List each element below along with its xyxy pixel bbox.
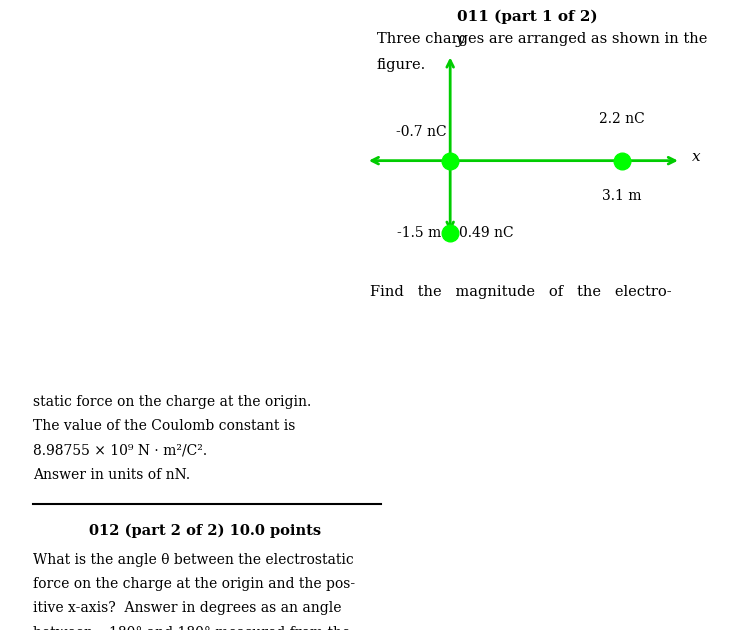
Text: 0.49 nC: 0.49 nC <box>459 226 514 240</box>
Text: 8.98755 × 10⁹ N · m²/C².: 8.98755 × 10⁹ N · m²/C². <box>33 444 207 457</box>
Text: x: x <box>692 151 701 164</box>
Text: figure.: figure. <box>377 58 426 72</box>
Text: Find   the   magnitude   of   the   electro-: Find the magnitude of the electro- <box>370 285 671 299</box>
Text: 2.2 nC: 2.2 nC <box>600 112 645 126</box>
Text: What is the angle θ between the electrostatic: What is the angle θ between the electros… <box>33 553 354 566</box>
Text: itive x-axis?  Answer in degrees as an angle: itive x-axis? Answer in degrees as an an… <box>33 601 341 616</box>
Text: -0.7 nC: -0.7 nC <box>396 125 447 139</box>
Text: y: y <box>455 33 464 47</box>
Text: 011 (part 1 of 2): 011 (part 1 of 2) <box>457 9 597 24</box>
Text: between −180° and 180° measured from the: between −180° and 180° measured from the <box>33 626 350 630</box>
Text: The value of the Coulomb constant is: The value of the Coulomb constant is <box>33 420 295 433</box>
Text: 012 (part 2 of 2) 10.0 points: 012 (part 2 of 2) 10.0 points <box>89 524 321 538</box>
Text: static force on the charge at the origin.: static force on the charge at the origin… <box>33 395 311 409</box>
Text: -1.5 m: -1.5 m <box>397 226 441 240</box>
Text: Answer in units of nN.: Answer in units of nN. <box>33 468 190 482</box>
Text: Three charges are arranged as shown in the: Three charges are arranged as shown in t… <box>377 32 707 46</box>
Text: force on the charge at the origin and the pos-: force on the charge at the origin and th… <box>33 577 355 591</box>
Text: 3.1 m: 3.1 m <box>602 189 642 203</box>
